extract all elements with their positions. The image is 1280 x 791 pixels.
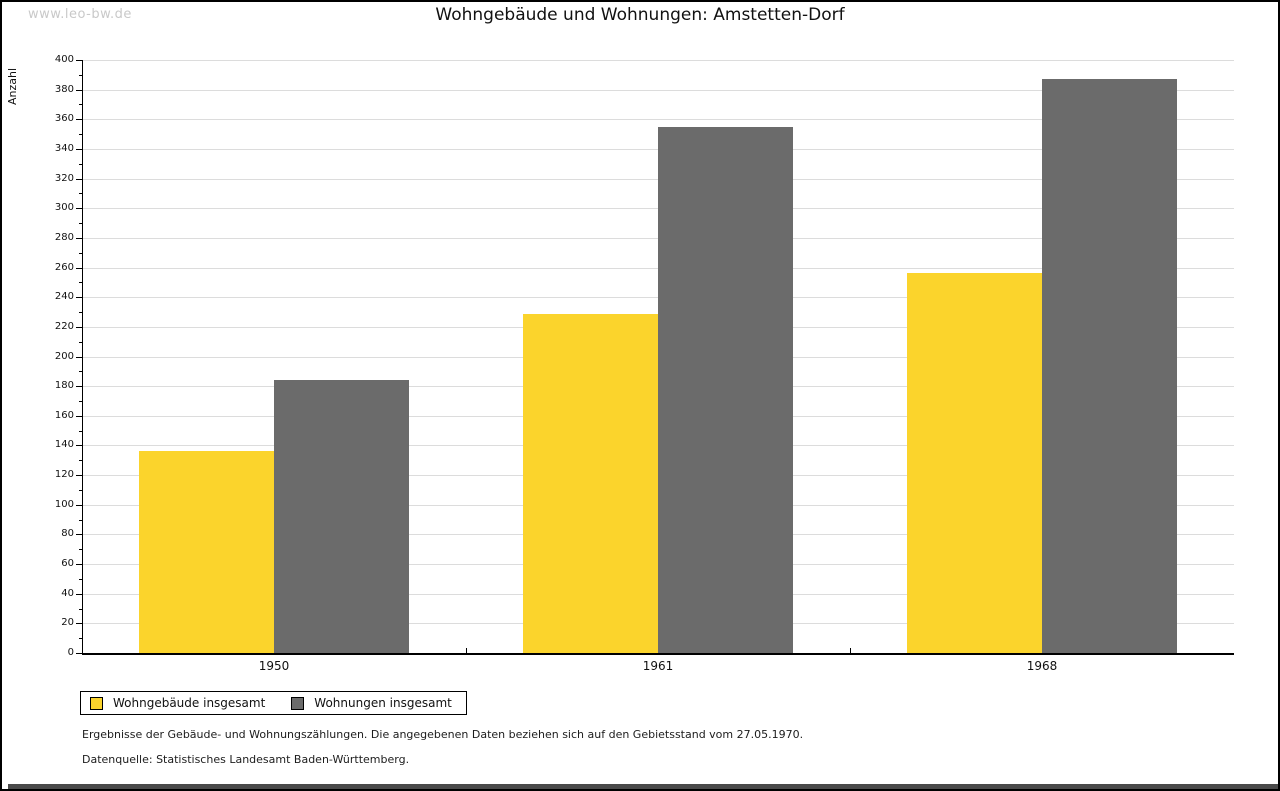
y-axis-minor-tick <box>79 74 82 76</box>
y-axis-tick <box>76 89 82 91</box>
y-axis-tick <box>76 297 82 299</box>
y-axis-tick <box>76 208 82 210</box>
y-axis-tick-label: 300 <box>54 202 74 214</box>
y-axis-minor-tick <box>79 578 82 580</box>
bar-1968-0 <box>907 273 1042 653</box>
y-axis-tick <box>76 60 82 61</box>
y-axis-minor-tick <box>79 341 82 343</box>
y-axis-tick <box>76 119 82 121</box>
y-axis-tick <box>76 237 82 239</box>
y-axis-tick <box>76 475 82 477</box>
gridline <box>82 119 1234 121</box>
y-axis-tick-label: 80 <box>61 528 74 540</box>
y-axis-minor-tick <box>79 104 82 106</box>
y-axis-minor-tick <box>79 549 82 551</box>
y-axis-tick-label: 120 <box>54 469 74 481</box>
y-axis-tick-label: 380 <box>54 83 74 95</box>
footnote-datenquelle: Datenquelle: Statistisches Landesamt Bad… <box>82 753 410 766</box>
y-axis-minor-tick <box>79 489 82 491</box>
footnote-gebietsstand: Ergebnisse der Gebäude- und Wohnungszähl… <box>82 728 804 741</box>
bar-1950-1 <box>274 380 409 653</box>
y-axis-minor-tick <box>79 134 82 136</box>
y-axis-tick <box>76 386 82 388</box>
watermark: www.leo-bw.de <box>28 7 132 22</box>
x-axis-tick <box>850 648 851 653</box>
y-axis-minor-tick <box>79 223 82 225</box>
legend-item-wohngebaeude: Wohngebäude insgesamt <box>90 696 265 710</box>
y-axis-tick-label: 180 <box>54 380 74 392</box>
bar-1961-1 <box>658 126 793 653</box>
bottom-edge-strip <box>8 784 1278 789</box>
y-axis-tick-label: 0 <box>67 647 74 658</box>
y-axis-minor-tick <box>79 430 82 432</box>
chart-title: Wohngebäude und Wohnungen: Amstetten-Dor… <box>435 5 845 25</box>
x-axis-tick <box>466 648 467 653</box>
y-axis-tick <box>76 415 82 417</box>
y-axis-tick-label: 240 <box>54 291 74 303</box>
y-axis-minor-tick <box>79 252 82 254</box>
y-axis-minor-tick <box>79 608 82 610</box>
y-axis-minor-tick <box>79 163 82 165</box>
y-axis-tick-label: 400 <box>54 54 74 65</box>
x-axis-tick-label: 1961 <box>642 659 674 673</box>
y-axis-tick-label: 320 <box>54 172 74 184</box>
y-axis-tick <box>76 504 82 506</box>
y-axis-tick <box>76 178 82 180</box>
y-axis-minor-tick <box>79 193 82 195</box>
y-axis-tick-label: 340 <box>54 142 74 154</box>
y-axis-tick <box>76 148 82 150</box>
y-axis-tick-label: 220 <box>54 320 74 332</box>
bar-1968-1 <box>1042 79 1177 653</box>
y-axis-tick-label: 260 <box>54 261 74 273</box>
legend-swatch-wohnungen <box>291 696 305 710</box>
legend-item-wohnungen: Wohnungen insgesamt <box>291 696 452 710</box>
y-axis-tick-label: 40 <box>61 587 74 599</box>
y-axis-minor-tick <box>79 460 82 462</box>
y-axis-tick-label: 20 <box>61 617 74 629</box>
y-axis-tick-label: 360 <box>54 113 74 125</box>
x-axis-tick-label: 1968 <box>1026 659 1058 673</box>
y-axis-minor-tick <box>79 400 82 402</box>
gridline <box>82 60 1234 61</box>
y-axis-tick-label: 160 <box>54 409 74 421</box>
legend-swatch-wohngebaeude <box>90 696 103 710</box>
y-axis-tick-label: 140 <box>54 439 74 451</box>
x-axis-tick-label: 1950 <box>258 659 290 673</box>
y-axis-minor-tick <box>79 282 82 284</box>
y-axis-tick <box>76 356 82 358</box>
legend-label-wohngebaeude: Wohngebäude insgesamt <box>113 696 266 710</box>
y-axis-minor-tick <box>79 638 82 640</box>
y-axis-tick-label: 200 <box>54 350 74 362</box>
y-axis-tick <box>76 564 82 566</box>
y-axis-tick-label: 100 <box>54 498 74 510</box>
y-axis-tick <box>76 326 82 328</box>
y-axis-tick <box>76 445 82 447</box>
y-axis-minor-tick <box>79 519 82 521</box>
y-axis-minor-tick <box>79 371 82 373</box>
legend: Wohngebäude insgesamt Wohnungen insgesam… <box>80 691 467 715</box>
y-axis-line <box>82 60 83 655</box>
y-axis-tick-label: 280 <box>54 231 74 243</box>
y-axis-tick <box>76 267 82 269</box>
gridline <box>82 89 1234 91</box>
y-axis-tick <box>76 534 82 536</box>
y-axis-tick <box>76 623 82 625</box>
y-axis-tick-label: 60 <box>61 558 74 570</box>
y-axis-tick <box>76 593 82 595</box>
y-axis-minor-tick <box>79 312 82 314</box>
legend-label-wohnungen: Wohnungen insgesamt <box>314 696 452 710</box>
y-axis-label: Anzahl <box>6 67 19 105</box>
y-axis-tick <box>76 653 82 654</box>
bar-1950-0 <box>139 451 274 653</box>
bar-1961-0 <box>523 313 658 653</box>
x-axis-line <box>82 653 1234 655</box>
